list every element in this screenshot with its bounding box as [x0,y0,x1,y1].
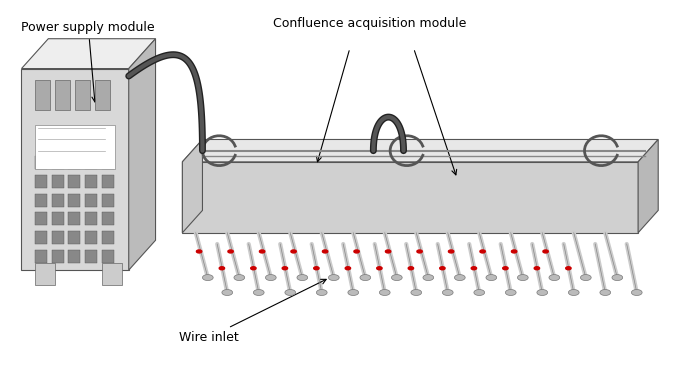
Bar [69,194,81,207]
Circle shape [203,274,213,280]
Circle shape [348,290,359,296]
Bar [52,250,64,263]
Polygon shape [182,162,638,233]
Circle shape [360,274,371,280]
Bar [35,212,47,225]
Polygon shape [638,139,658,233]
Circle shape [631,290,642,296]
Bar [69,212,81,225]
Bar [95,80,110,110]
Circle shape [518,274,528,280]
Bar [102,263,122,285]
Circle shape [222,290,233,296]
Circle shape [534,267,540,270]
Circle shape [377,267,382,270]
Circle shape [409,267,414,270]
Circle shape [543,250,548,253]
Bar [102,175,114,188]
Bar [35,175,47,188]
Circle shape [228,250,234,253]
Circle shape [259,250,264,253]
Circle shape [569,290,579,296]
Bar [85,212,97,225]
Bar [35,124,115,169]
Bar [52,194,64,207]
Circle shape [566,267,571,270]
Bar [69,156,81,169]
Bar [35,250,47,263]
Bar [102,250,114,263]
Circle shape [316,290,327,296]
Circle shape [580,274,591,280]
Circle shape [423,274,433,280]
Bar [35,80,50,110]
Circle shape [417,250,422,253]
Polygon shape [129,39,155,270]
Bar [69,175,81,188]
Circle shape [297,274,308,280]
Circle shape [386,250,391,253]
Circle shape [439,267,445,270]
Circle shape [503,267,508,270]
Text: Power supply module: Power supply module [22,21,155,102]
Circle shape [392,274,402,280]
Circle shape [282,267,287,270]
Bar [52,175,64,188]
Circle shape [411,290,421,296]
Circle shape [448,250,454,253]
Circle shape [511,250,517,253]
Bar [52,212,64,225]
Circle shape [219,267,225,270]
Polygon shape [182,139,203,233]
Bar [35,263,55,285]
Circle shape [234,274,245,280]
Bar [55,80,70,110]
Bar [85,156,97,169]
Bar [102,156,114,169]
Circle shape [480,250,485,253]
Bar [69,231,81,244]
Circle shape [345,267,351,270]
Circle shape [486,274,497,280]
Polygon shape [22,39,155,68]
Circle shape [354,250,359,253]
Circle shape [314,267,319,270]
Bar [102,194,114,207]
Circle shape [285,290,295,296]
Bar [35,231,47,244]
Circle shape [328,274,339,280]
Bar [85,231,97,244]
Bar [102,212,114,225]
Circle shape [612,274,623,280]
Circle shape [254,290,264,296]
Bar [69,250,81,263]
Bar [52,231,64,244]
Bar [85,194,97,207]
Bar [52,156,64,169]
Bar [102,231,114,244]
Bar [35,194,47,207]
Text: Wire inlet: Wire inlet [179,279,326,344]
Circle shape [251,267,256,270]
Circle shape [549,274,560,280]
Bar [35,156,47,169]
Circle shape [454,274,465,280]
Bar [75,80,90,110]
Circle shape [505,290,516,296]
Circle shape [197,250,202,253]
Circle shape [600,290,610,296]
Bar [85,250,97,263]
Text: Confluence acquisition module: Confluence acquisition module [273,17,466,30]
Polygon shape [22,68,129,270]
Circle shape [322,250,328,253]
Circle shape [471,267,476,270]
Polygon shape [182,139,658,162]
Circle shape [537,290,548,296]
Circle shape [291,250,296,253]
Bar [85,175,97,188]
Circle shape [442,290,453,296]
Circle shape [265,274,276,280]
Circle shape [474,290,485,296]
Circle shape [380,290,390,296]
